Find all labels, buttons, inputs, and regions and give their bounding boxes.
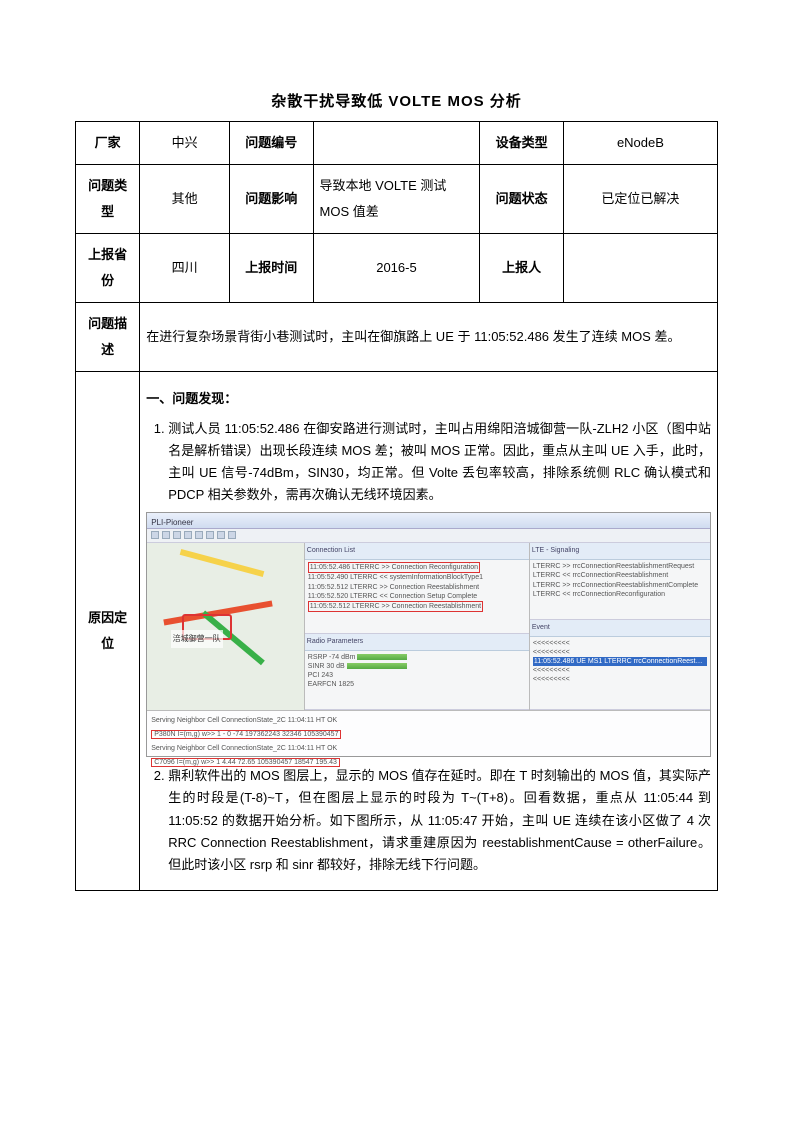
cause-item-1: 测试人员 11:05:52.486 在御安路进行测试时，主叫占用绵阳涪城御营一队…	[168, 418, 711, 506]
bottom-label: Serving Neighbor Cell ConnectionState_2C…	[151, 742, 337, 756]
pane-title: Radio Parameters	[305, 634, 529, 651]
ss-map-pane: 涪城御营一队	[147, 543, 305, 710]
issue-id-value	[313, 122, 480, 165]
toolbar-icon	[184, 531, 192, 539]
param-line: RSRP -74 dBm	[308, 653, 526, 662]
cause-section-title: 一、问题发现：	[146, 386, 711, 412]
status-value: 已定位已解决	[563, 165, 717, 234]
map-site-label: 涪城御营一队	[171, 630, 223, 648]
event-line: <<<<<<<<<	[533, 666, 707, 675]
row-issue-type: 问题类型 其他 问题影响 导致本地 VOLTE 测试 MOS 值差 问题状态 已…	[76, 165, 718, 234]
row-vendor: 厂家 中兴 问题编号 设备类型 eNodeB	[76, 122, 718, 165]
embedded-screenshot: PLI-Pioneer	[146, 512, 711, 757]
log-line: LTERRC << rrcConnectionReestablishment	[533, 571, 707, 580]
param-line: PCI 243	[308, 671, 526, 680]
bottom-vals: P380N I=(m,g) w>> 1 - 0 -74 197362243 32…	[151, 728, 341, 742]
ss-bottom-pane: Serving Neighbor Cell ConnectionState_2C…	[147, 710, 710, 756]
report-time-value: 2016-5	[313, 234, 480, 303]
log-line: 11:05:52.490 LTERRC << systemInformation…	[308, 573, 526, 582]
log-line: LTERRC << rrcConnectionReconfiguration	[533, 590, 707, 599]
impact-value: 导致本地 VOLTE 测试 MOS 值差	[313, 165, 480, 234]
vendor-label: 厂家	[76, 122, 140, 165]
vendor-value: 中兴	[140, 122, 230, 165]
param-line: EARFCN 1825	[308, 680, 526, 689]
toolbar-icon	[162, 531, 170, 539]
status-label: 问题状态	[480, 165, 563, 234]
device-type-value: eNodeB	[563, 122, 717, 165]
reporter-value	[563, 234, 717, 303]
issue-type-value: 其他	[140, 165, 230, 234]
page-title: 杂散干扰导致低 VOLTE MOS 分析	[75, 90, 718, 111]
pane-title: Connection List	[305, 543, 529, 560]
toolbar-icon	[217, 531, 225, 539]
log-line: LTERRC >> rrcConnectionReestablishmentCo…	[533, 581, 707, 590]
report-time-label: 上报时间	[230, 234, 313, 303]
province-value: 四川	[140, 234, 230, 303]
toolbar-icon	[173, 531, 181, 539]
impact-label: 问题影响	[230, 165, 313, 234]
desc-label: 问题描述	[76, 303, 140, 372]
log-line: 11:05:52.512 LTERRC >> Connection Reesta…	[308, 583, 526, 592]
pane-title: LTE - Signaling	[530, 543, 710, 560]
ss-toolbar	[147, 529, 710, 543]
toolbar-icon	[195, 531, 203, 539]
pane-title: Event	[530, 620, 710, 637]
log-line: 11:05:52.512 LTERRC >> Connection Reesta…	[308, 601, 526, 612]
device-type-label: 设备类型	[480, 122, 563, 165]
cause-item-2: 鼎利软件出的 MOS 图层上，显示的 MOS 值存在延时。即在 T 时刻输出的 …	[168, 765, 711, 875]
log-line: 11:05:52.520 LTERRC << Connection Setup …	[308, 592, 526, 601]
ss-signaling-pane: Connection List 11:05:52.486 LTERRC >> C…	[305, 543, 529, 634]
event-selected: 11:05:52.486 UE MS1 LTERRC rrcConnection…	[533, 657, 707, 666]
event-line: <<<<<<<<<	[533, 675, 707, 684]
log-line: 11:05:52.486 LTERRC >> Connection Reconf…	[308, 562, 526, 573]
log-line: LTERRC >> rrcConnectionReestablishmentRe…	[533, 562, 707, 571]
cause-content: 一、问题发现： 测试人员 11:05:52.486 在御安路进行测试时，主叫占用…	[140, 372, 718, 891]
issue-type-label: 问题类型	[76, 165, 140, 234]
province-label: 上报省份	[76, 234, 140, 303]
row-cause: 原因定位 一、问题发现： 测试人员 11:05:52.486 在御安路进行测试时…	[76, 372, 718, 891]
event-line: <<<<<<<<<	[533, 648, 707, 657]
ss-radio-pane: Radio Parameters RSRP -74 dBm SINR 30 dB…	[305, 634, 529, 710]
param-line: SINR 30 dB	[308, 662, 526, 671]
desc-text: 在进行复杂场景背街小巷测试时，主叫在御旗路上 UE 于 11:05:52.486…	[140, 303, 718, 372]
reporter-label: 上报人	[480, 234, 563, 303]
bottom-label: Serving Neighbor Cell ConnectionState_2C…	[151, 714, 337, 728]
ss-msg-pane: LTE - Signaling LTERRC >> rrcConnectionR…	[530, 543, 710, 619]
map-trace-yellow	[179, 549, 264, 577]
toolbar-icon	[151, 531, 159, 539]
toolbar-icon	[206, 531, 214, 539]
toolbar-icon	[228, 531, 236, 539]
row-description: 问题描述 在进行复杂场景背街小巷测试时，主叫在御旗路上 UE 于 11:05:5…	[76, 303, 718, 372]
event-line: <<<<<<<<<	[533, 639, 707, 648]
row-report: 上报省份 四川 上报时间 2016-5 上报人	[76, 234, 718, 303]
ss-window-title: PLI-Pioneer	[147, 513, 710, 529]
issue-id-label: 问题编号	[230, 122, 313, 165]
ss-event-pane: Event <<<<<<<<< <<<<<<<<< 11:05:52.486 U…	[530, 620, 710, 711]
report-table: 厂家 中兴 问题编号 设备类型 eNodeB 问题类型 其他 问题影响 导致本地…	[75, 121, 718, 891]
cause-label: 原因定位	[76, 372, 140, 891]
